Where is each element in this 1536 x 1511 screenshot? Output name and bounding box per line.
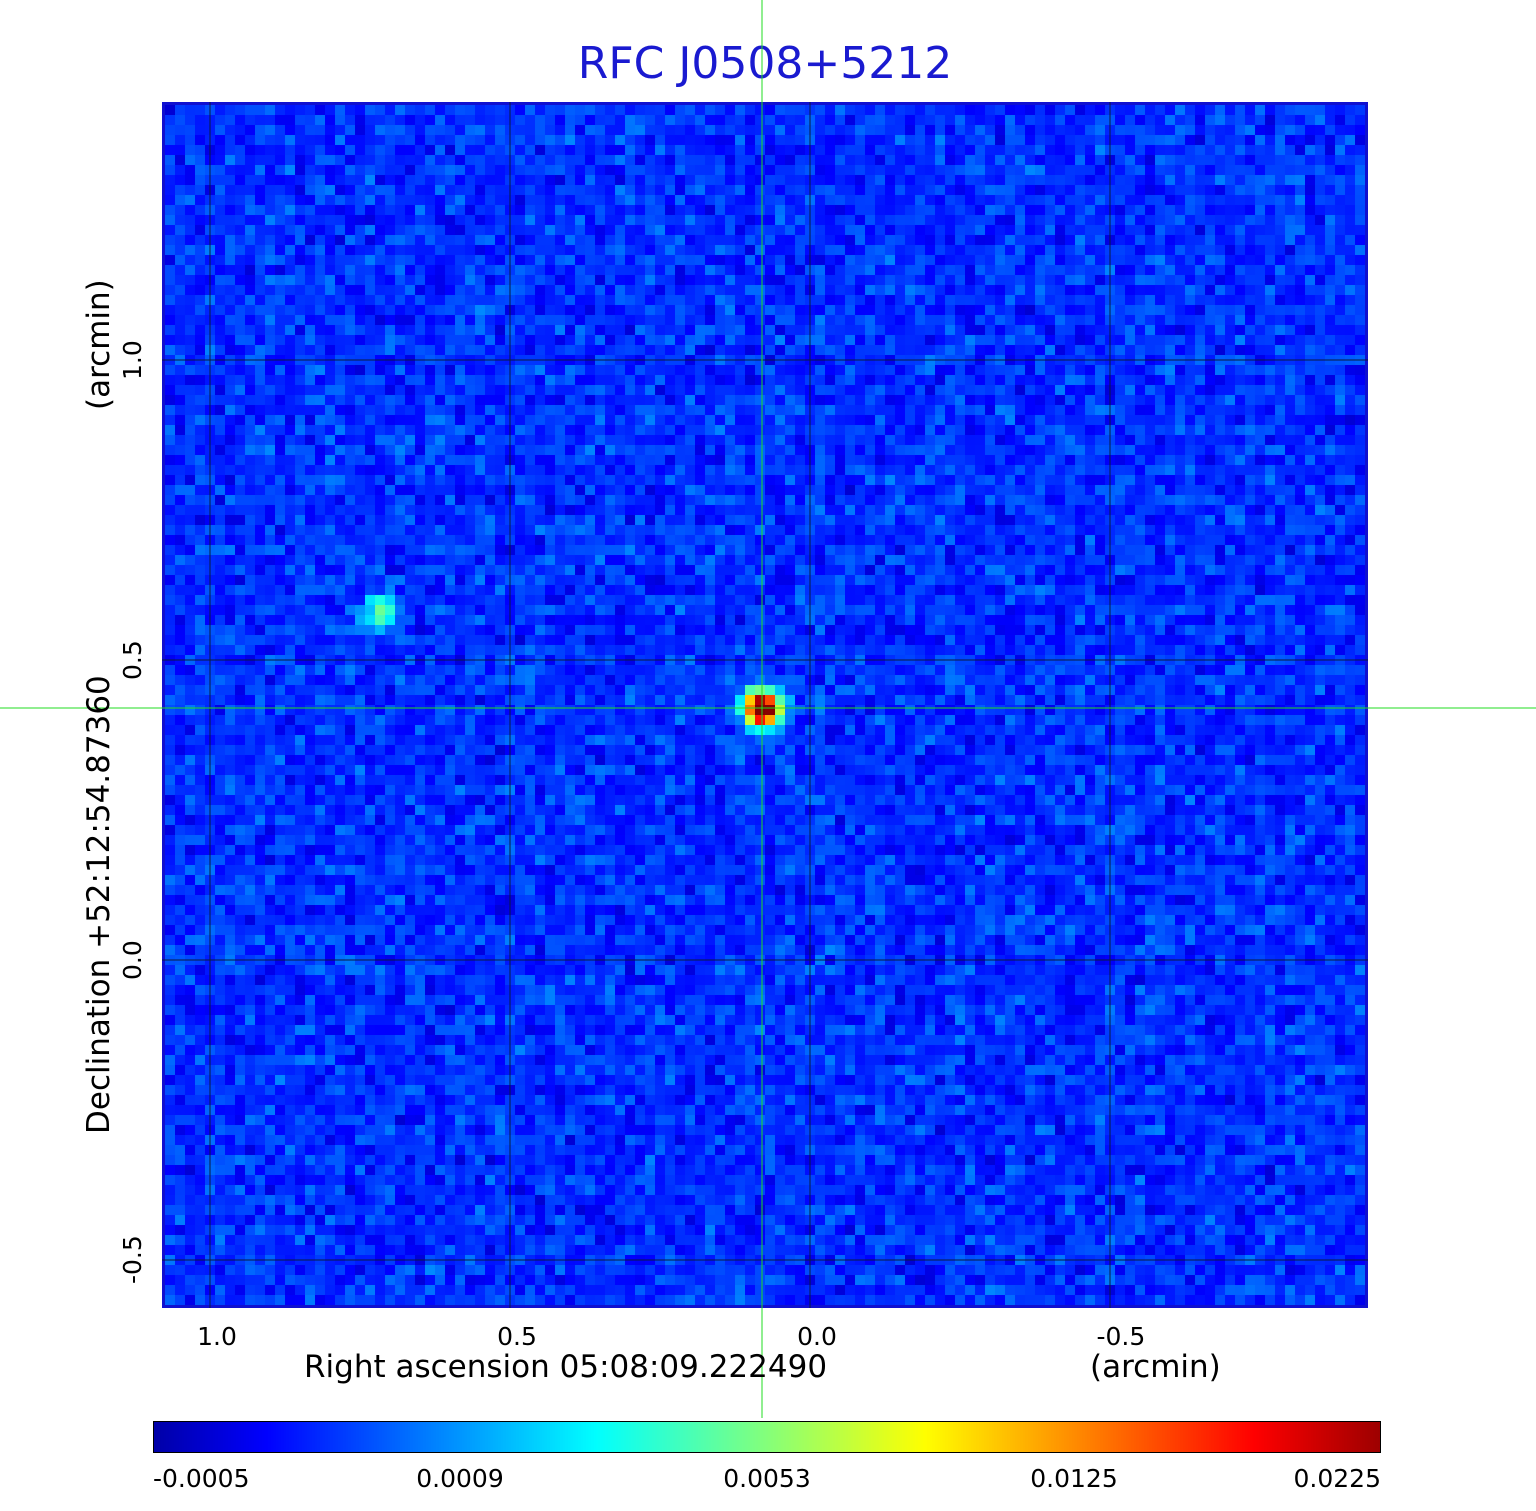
colorbar-tick-label-4: 0.0225 (1293, 1464, 1381, 1493)
y-tick-label-1: 0.0 (118, 940, 147, 980)
x-axis-label: Right ascension 05:08:09.222490 (304, 1349, 828, 1385)
x-tick-label-0: 1.0 (197, 1322, 237, 1351)
image-map (162, 102, 1368, 1308)
colorbar-tick-label-1: 0.0009 (416, 1464, 504, 1493)
colorbar (153, 1421, 1381, 1453)
colorbar-tick-label-3: 0.0125 (1030, 1464, 1118, 1493)
colorbar-tick-label-2: 0.0053 (723, 1464, 811, 1493)
x-tick-label-3: -0.5 (1096, 1322, 1146, 1351)
colorbar-tick-label-0: -0.0005 (153, 1464, 250, 1493)
chart-title: RFC J0508+5212 (577, 38, 953, 89)
y-tick-label-3: 1.0 (118, 340, 147, 380)
x-axis-unit: (arcmin) (1090, 1349, 1221, 1385)
y-tick-label-0: -0.5 (118, 1235, 147, 1285)
x-tick-label-1: 0.5 (497, 1322, 537, 1351)
y-tick-label-2: 0.5 (118, 640, 147, 680)
y-axis-unit: (arcmin) (81, 279, 117, 410)
x-tick-label-2: 0.0 (797, 1322, 837, 1351)
intensity-heatmap (165, 105, 1365, 1305)
y-axis-label: Declination +52:12:54.87360 (81, 675, 117, 1134)
